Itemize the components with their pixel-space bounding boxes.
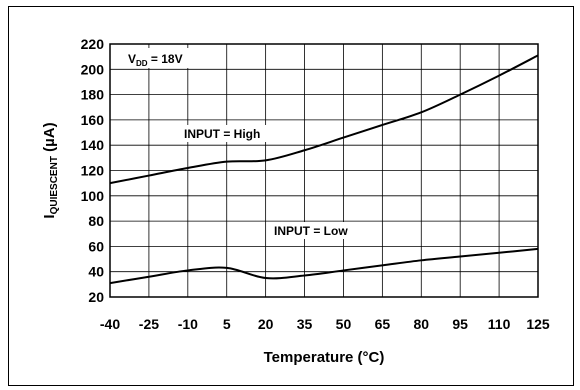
series-label-low: INPUT = Low — [274, 224, 348, 238]
y-tick-label: 220 — [81, 36, 105, 52]
x-tick-label: 35 — [297, 316, 313, 332]
series-line-low — [109, 247, 539, 285]
x-axis-title: Temperature (°C) — [264, 349, 385, 366]
x-tick-label: 20 — [258, 316, 274, 332]
plot-area — [109, 43, 539, 298]
x-tick-label: 5 — [223, 316, 231, 332]
x-tick-label: -10 — [178, 316, 198, 332]
chart-frame — [8, 6, 574, 386]
x-tick-label: 95 — [452, 316, 468, 332]
x-tick-label: -25 — [139, 316, 159, 332]
y-tick-label: 140 — [81, 137, 105, 153]
y-tick-label: 60 — [88, 238, 104, 254]
y-tick-label: 160 — [81, 112, 105, 128]
condition-label: VDD = 18V — [128, 52, 183, 68]
condition-label-background — [124, 48, 214, 68]
x-tick-label: 80 — [413, 316, 429, 332]
x-tick-label: 125 — [526, 316, 550, 332]
y-tick-label: 80 — [88, 213, 104, 229]
series-label-high-background — [180, 125, 288, 142]
y-tick-label: 200 — [81, 61, 105, 77]
y-tick-label: 120 — [81, 163, 105, 179]
y-tick-label: 100 — [81, 188, 105, 204]
series-lines — [109, 54, 539, 285]
series-label-high: INPUT = High — [184, 127, 260, 141]
y-axis-title: IQUIESCENT (µA) — [41, 122, 60, 218]
series-line-high — [109, 54, 539, 185]
series-label-low-background — [270, 222, 370, 239]
y-tick-label: 180 — [81, 87, 105, 103]
y-tick-labels: 20 40 60 80 100 120 140 160 180 200 220 — [81, 36, 105, 305]
x-tick-label: 50 — [336, 316, 352, 332]
x-tick-label: 65 — [375, 316, 391, 332]
y-tick-label: 40 — [88, 264, 104, 280]
y-tick-label: 20 — [88, 289, 104, 305]
x-tick-label: 110 — [488, 316, 511, 332]
x-tick-labels: -40 -25 -10 5 20 35 50 65 80 95 110 125 — [100, 316, 550, 332]
x-tick-label: -40 — [100, 316, 120, 332]
